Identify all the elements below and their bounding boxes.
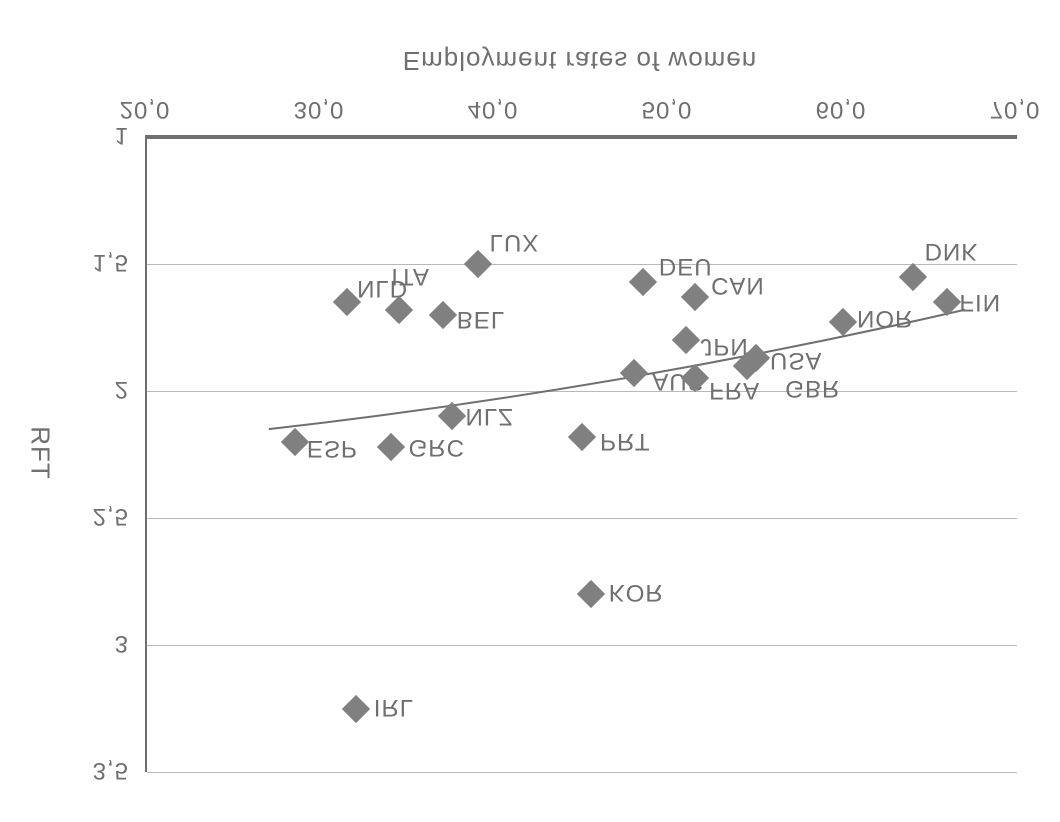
x-axis-title: Employment rates of women [403,45,757,76]
data-label: USA [770,346,822,374]
data-label: ESP [307,434,358,462]
scatter-chart: ESPNLDIRLGRCITABELNLZLUXPRTKORAUSDEUJPNF… [0,0,1060,822]
x-tick-label: 70,0 [990,95,1041,123]
data-label: DEU [659,252,713,280]
data-label: DNK [925,237,979,265]
data-label: ITA [391,262,430,290]
data-label: GRC [409,433,465,461]
data-label: NLZ [466,402,514,430]
data-label: BEL [457,305,505,333]
gridline [147,772,1017,773]
x-tick-label: 30,0 [294,95,345,123]
x-tick-label: 20,0 [120,95,171,123]
data-label: FIN [959,288,1001,316]
x-tick-label: 40,0 [468,95,519,123]
data-label: FRA [709,376,760,404]
x-tick-label: 60,0 [816,95,867,123]
trend-line [147,137,1017,772]
plot-area: ESPNLDIRLGRCITABELNLZLUXPRTKORAUSDEUJPNF… [145,135,1017,772]
data-label: CAN [711,271,765,299]
data-label: IRL [374,693,414,721]
data-label: NOR [857,304,913,332]
data-label: KOR [609,578,664,606]
data-label: GBR [785,374,840,402]
x-tick-label: 50,0 [642,95,693,123]
data-label: LUX [490,228,540,256]
y-axis-title: RFT [25,426,56,480]
data-label: PRT [600,427,651,455]
